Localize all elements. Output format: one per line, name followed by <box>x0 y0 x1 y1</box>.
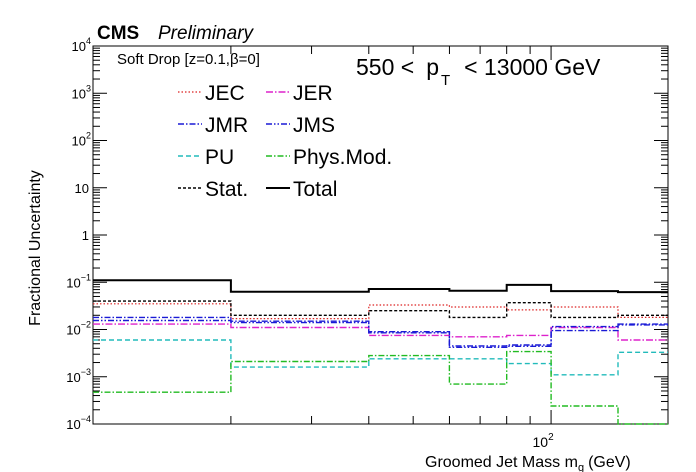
legend-label: JER <box>293 82 333 105</box>
y-tick-label: 104 <box>72 36 91 54</box>
legend-label: Stat. <box>205 178 248 201</box>
y-tick-label: 10−3 <box>66 367 91 385</box>
x-tick-label: 102 <box>532 432 554 450</box>
series-line-stat <box>93 300 668 319</box>
y-axis-title: Fractional Uncertainty <box>27 170 44 326</box>
algorithm-label: Soft Drop [z=0.1,β=0] <box>117 51 260 68</box>
series-line-jer <box>93 323 668 341</box>
y-tick-label: 103 <box>72 83 91 101</box>
x-axis-ticks: 102 <box>230 46 554 450</box>
series-line-physmod <box>93 350 668 425</box>
y-axis-ticks: 10−4 10−3 10−2 10−1 1 10 102 103 104 <box>66 36 668 432</box>
legend-label: JMR <box>205 114 248 137</box>
y-tick-label: 1 <box>82 228 89 243</box>
y-tick-label: 10 <box>75 181 89 196</box>
legend-label: Total <box>293 178 337 201</box>
legend: JEC JER JMR JMS PU Phys.Mod. Stat. Total <box>178 82 392 201</box>
series-lines <box>93 279 668 425</box>
x-axis-title: Groomed Jet Mass mg (GeV) <box>425 454 631 472</box>
legend-label: PU <box>205 146 234 169</box>
series-line-total <box>93 279 668 294</box>
preliminary-label: Preliminary <box>158 23 255 44</box>
y-tick-label: 10−4 <box>66 414 91 432</box>
series-line-jmr <box>93 316 668 347</box>
pt-range-label: 550 < pT< 13000 GeV <box>356 54 601 89</box>
series-line-jec <box>93 303 668 320</box>
y-tick-label: 10−2 <box>66 320 91 338</box>
legend-label: Phys.Mod. <box>293 146 392 169</box>
cms-label: CMS <box>97 23 139 44</box>
y-tick-label: 102 <box>72 131 91 149</box>
series-line-jms <box>93 319 668 348</box>
legend-label: JMS <box>293 114 335 137</box>
legend-label: JEC <box>205 82 245 105</box>
y-tick-label: 10−1 <box>66 272 91 290</box>
